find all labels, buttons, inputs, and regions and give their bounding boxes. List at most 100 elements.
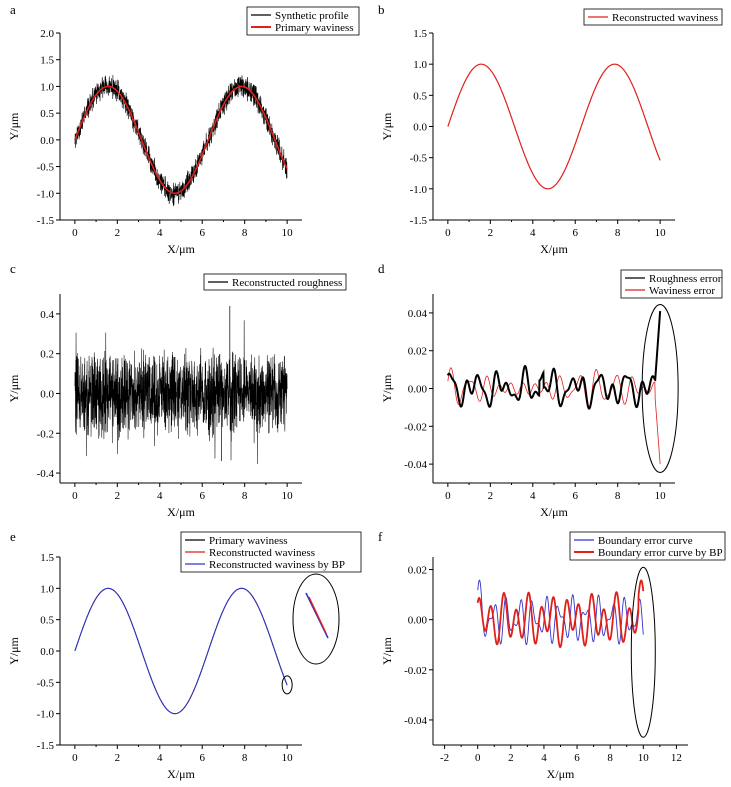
y-tick-label: -1.0 <box>37 188 55 200</box>
legend-label: Primary waviness <box>275 22 354 34</box>
x-tick-label: 6 <box>574 752 580 764</box>
x-tick-label: 0 <box>445 490 451 502</box>
x-tick-label: 12 <box>671 752 682 764</box>
x-tick-label: 4 <box>530 227 536 239</box>
y-tick-label: 0.5 <box>40 615 54 627</box>
plot-area <box>476 579 645 649</box>
x-tick-label: 8 <box>607 752 613 764</box>
y-axis-label: Y/μm <box>7 112 21 140</box>
x-tick-label: 2 <box>115 752 121 764</box>
y-tick-label: -1.5 <box>410 215 428 227</box>
y-tick-label: 0.5 <box>413 90 427 102</box>
series-line-reconstructed-waviness <box>447 63 661 190</box>
y-axis-label: Y/μm <box>7 636 21 664</box>
series-line-roughness-error <box>446 310 662 410</box>
y-tick-label: 0.0 <box>40 135 54 147</box>
zoom-ellipse <box>292 573 340 665</box>
y-tick-label: 1.5 <box>40 552 54 564</box>
x-tick-label: 8 <box>615 490 621 502</box>
series-line-primary-waviness <box>74 85 288 195</box>
series-line-synthetic-profile <box>74 74 288 207</box>
panel-label: e <box>10 529 16 544</box>
series-line-primary-waviness <box>74 587 288 715</box>
x-tick-label: 6 <box>199 227 205 239</box>
x-tick-label: 0 <box>445 227 451 239</box>
x-tick-label: 2 <box>488 227 494 239</box>
panel-label: a <box>10 2 16 17</box>
x-tick-label: 4 <box>157 490 163 502</box>
y-tick-label: -0.5 <box>410 153 428 165</box>
x-tick-label: 8 <box>242 490 248 502</box>
legend: Reconstructed waviness <box>583 8 723 26</box>
panel-label: d <box>378 261 385 276</box>
zoom-line-reconstructed <box>308 596 327 634</box>
y-tick-label: 0.4 <box>40 309 54 321</box>
legend-label: Primary waviness <box>209 535 288 547</box>
x-tick-label: 8 <box>242 227 248 239</box>
panel-label: b <box>378 2 385 17</box>
x-tick-label: 4 <box>530 490 536 502</box>
y-tick-label: 1.0 <box>40 81 54 93</box>
legend-label: Reconstructed waviness <box>612 12 718 24</box>
x-tick-label: 0 <box>72 227 78 239</box>
legend-label: Boundary error curve by BP <box>598 547 723 559</box>
y-tick-label: 0.04 <box>408 308 428 320</box>
y-tick-label: -0.04 <box>404 715 427 727</box>
y-tick-label: -0.02 <box>404 665 427 677</box>
highlight-ellipse <box>630 566 656 738</box>
y-tick-label: -1.5 <box>37 215 55 227</box>
x-tick-label: 0 <box>72 752 78 764</box>
series-line-reconstructed-roughness <box>74 320 288 465</box>
y-axis-label: Y/μm <box>380 636 394 664</box>
x-axis-label: X/μm <box>540 505 568 519</box>
y-tick-label: 0.0 <box>40 388 54 400</box>
x-tick-label: 6 <box>572 227 578 239</box>
x-tick-label: 10 <box>282 752 294 764</box>
y-tick-label: 0.5 <box>40 108 54 120</box>
plot-area <box>74 74 288 207</box>
y-tick-label: -0.2 <box>37 428 54 440</box>
y-tick-label: 0.00 <box>408 615 428 627</box>
x-tick-label: 6 <box>199 752 205 764</box>
x-tick-label: 2 <box>115 490 121 502</box>
y-tick-label: -0.5 <box>37 677 55 689</box>
legend-box <box>583 8 723 26</box>
y-tick-label: 0.0 <box>40 646 54 658</box>
legend-label: Boundary error curve <box>598 535 693 547</box>
x-axis-label: X/μm <box>167 242 195 256</box>
y-tick-label: 0.02 <box>408 346 427 358</box>
legend-box <box>203 273 347 291</box>
y-axis-label: Y/μm <box>380 112 394 140</box>
panel-c: c 0 2 4 6 8 10 -0.4 -0.2 0.0 0.2 0.4 X/μm Y/μm Reconst… <box>7 261 347 519</box>
y-axis-label: Y/μm <box>380 374 394 402</box>
x-tick-label: 10 <box>282 227 294 239</box>
x-axis-label: X/μm <box>167 505 195 519</box>
x-tick-label: -2 <box>440 752 449 764</box>
x-axis-label: X/μm <box>167 767 195 781</box>
small-ellipse <box>281 675 293 695</box>
y-tick-label: 0.00 <box>408 384 428 396</box>
x-tick-label: 2 <box>508 752 514 764</box>
x-tick-label: 2 <box>488 490 494 502</box>
legend-label: Reconstructed waviness <box>209 547 315 559</box>
y-tick-label: -0.04 <box>404 459 427 471</box>
x-tick-label: 4 <box>157 227 163 239</box>
legend-label: Reconstructed roughness <box>232 277 342 289</box>
legend-box <box>620 269 723 299</box>
legend-label: Waviness error <box>649 285 715 297</box>
x-tick-label: 2 <box>115 227 121 239</box>
y-tick-label: 0.2 <box>40 349 54 361</box>
y-tick-label: 0.0 <box>413 122 427 134</box>
y-tick-label: -0.4 <box>37 468 55 480</box>
x-tick-label: 8 <box>615 227 621 239</box>
series-line-boundary-error-curve-by-bp <box>476 579 645 649</box>
x-tick-label: 6 <box>199 490 205 502</box>
x-tick-label: 4 <box>157 752 163 764</box>
y-tick-label: -1.0 <box>37 709 55 721</box>
panel-f: f -2 0 2 4 6 8 10 12 -0.04 -0.02 0.00 0.02 X/μm Y/μm Bo… <box>378 529 726 781</box>
